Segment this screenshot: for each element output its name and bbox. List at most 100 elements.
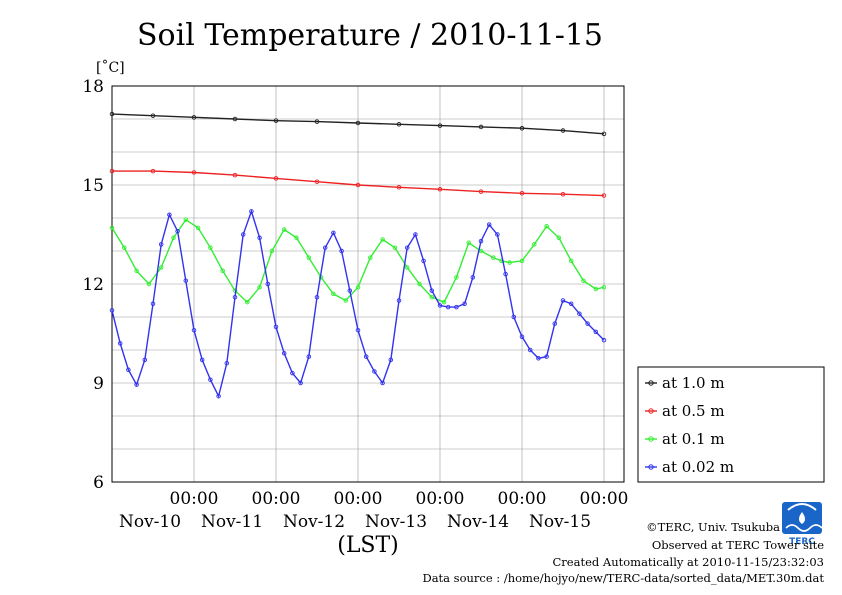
data-point (126, 367, 131, 373)
legend-label: at 0.5 m (662, 402, 725, 420)
data-point (437, 123, 443, 128)
data-point (314, 119, 320, 124)
data-point (568, 258, 574, 264)
data-point (122, 245, 127, 250)
legend-box (637, 366, 825, 483)
data-point (585, 321, 590, 326)
data-point (298, 380, 303, 386)
data-point (232, 116, 238, 122)
legend-label: at 0.02 m (662, 458, 734, 476)
data-point (109, 168, 115, 174)
data-point (273, 176, 279, 181)
credits: ©TERC, Univ. Tsukuba Observed at TERC To… (422, 520, 824, 585)
data-point (577, 311, 582, 316)
data-point (372, 369, 377, 374)
data-point (306, 354, 312, 359)
data-point (355, 285, 361, 290)
data-point (388, 357, 394, 363)
data-point (195, 225, 201, 231)
data-point (322, 245, 328, 250)
data-point (257, 235, 262, 241)
x-axis-label: (LST) (337, 533, 399, 558)
y-tick-label: 9 (93, 374, 104, 394)
x-tick-day-label: Nov-15 (529, 512, 591, 532)
data-point (339, 248, 344, 254)
data-point (593, 329, 599, 335)
legend-marker (648, 408, 654, 414)
data-point (495, 232, 500, 237)
y-tick-label: 18 (82, 77, 104, 97)
data-point (355, 120, 361, 126)
data-point (331, 291, 336, 297)
legend-label: at 0.1 m (662, 430, 725, 448)
legend: at 1.0 m at 0.5 m at 0.1 m at 0.02 m (637, 366, 825, 483)
data-point (257, 285, 262, 290)
data-point (532, 242, 537, 247)
data-point (601, 131, 607, 137)
data-point (109, 225, 115, 231)
chart-title: Soil Temperature / 2010-11-15 (137, 18, 603, 53)
data-point (478, 238, 484, 244)
legend-items: at 1.0 m at 0.5 m at 0.1 m at 0.02 m (645, 374, 734, 476)
series-line (111, 209, 605, 399)
legend-marker (648, 380, 654, 386)
x-tick-day-label: Nov-12 (283, 512, 345, 532)
plot-grid (112, 86, 624, 482)
x-tick-time-label: 00:00 (170, 489, 219, 509)
data-point (396, 122, 402, 127)
data-point (429, 288, 435, 293)
x-tick-day-label: Nov-10 (119, 512, 181, 532)
data-point (191, 115, 197, 120)
data-point (150, 113, 156, 118)
data-point (544, 354, 549, 359)
data-point (368, 255, 373, 260)
data-point (519, 125, 525, 131)
y-axis-unit-label: [˚C] (96, 59, 125, 76)
data-point (171, 235, 176, 241)
data-point (281, 227, 287, 232)
data-point (417, 281, 422, 287)
data-point (581, 278, 586, 283)
data-point (454, 275, 459, 280)
data-point (220, 268, 225, 274)
data-point (265, 281, 271, 287)
data-point (519, 258, 525, 264)
data-point (109, 308, 115, 313)
data-point (568, 301, 574, 307)
x-tick-day-label: Nov-11 (201, 512, 263, 532)
data-point (396, 185, 402, 190)
data-point (208, 245, 213, 250)
data-point (437, 303, 443, 308)
data-point (441, 299, 447, 305)
legend-label: at 1.0 m (662, 374, 725, 392)
data-point (150, 168, 156, 174)
data-point (167, 212, 172, 217)
data-point (355, 327, 361, 333)
series-1 (109, 168, 607, 198)
data-point (183, 217, 189, 222)
data-point (507, 260, 512, 265)
data-point (245, 299, 250, 305)
data-point (429, 294, 435, 300)
data-point (404, 245, 410, 250)
data-point (478, 189, 484, 194)
data-point (314, 294, 320, 300)
data-point (363, 354, 369, 359)
credit-source: Data source : /home/hojyo/new/TERC-data/… (422, 571, 824, 585)
credit-created: Created Automatically at 2010-11-15/23:3… (553, 555, 825, 569)
series-0 (109, 111, 607, 137)
data-point (183, 278, 189, 283)
data-point (519, 190, 525, 196)
data-point (117, 341, 123, 346)
data-point (240, 232, 246, 237)
data-point (527, 347, 533, 353)
data-point (232, 294, 238, 300)
data-point (208, 377, 213, 382)
data-point (232, 172, 238, 178)
data-point (281, 351, 287, 356)
data-point (413, 232, 418, 237)
data-point (556, 235, 562, 241)
data-point (511, 314, 517, 320)
data-point (470, 275, 476, 280)
